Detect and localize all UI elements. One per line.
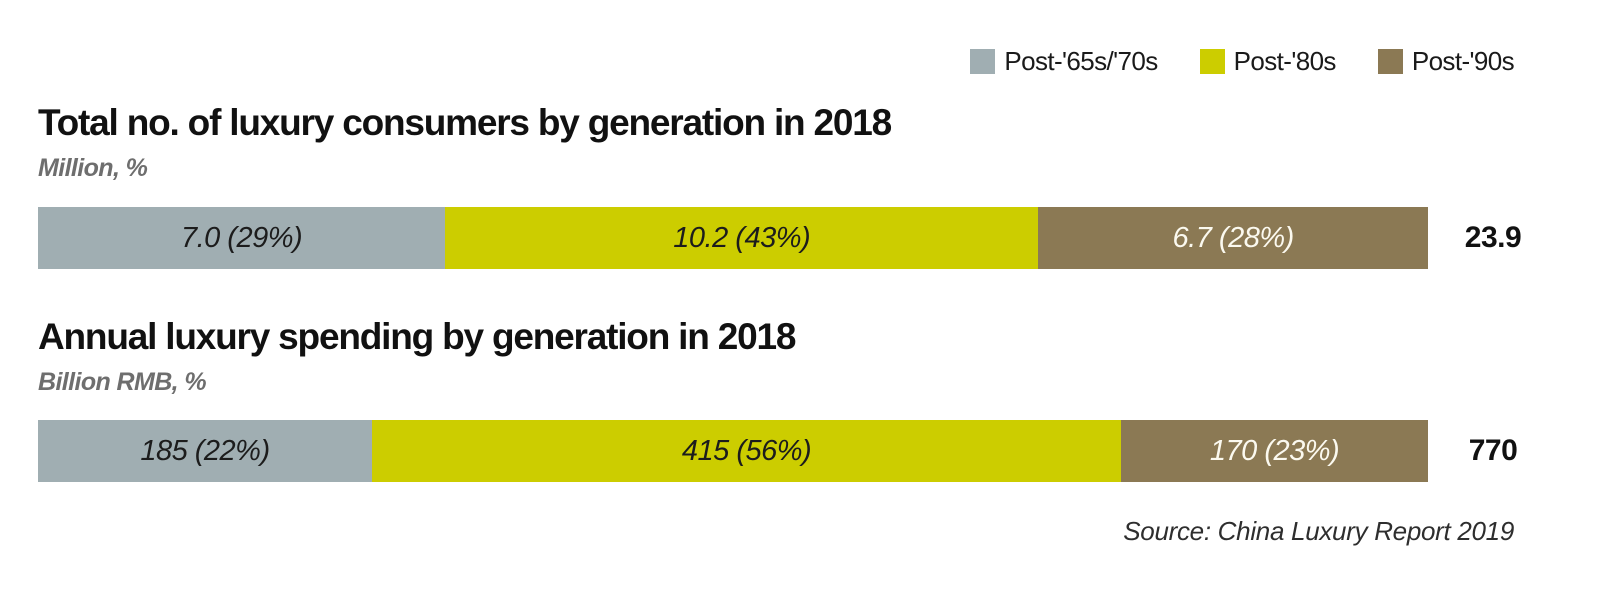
chart-title-spending: Annual luxury spending by generation in … xyxy=(38,316,796,357)
bar-segment-post-90s: 6.7 (28%) xyxy=(1038,207,1428,269)
legend: Post-'65s/'70s Post-'80s Post-'90s xyxy=(970,46,1515,77)
bar-segment-post-80s: 10.2 (43%) xyxy=(445,207,1039,269)
legend-label-post-80s: Post-'80s xyxy=(1233,46,1337,76)
bar-segment-post-65s-70s: 7.0 (29%) xyxy=(38,207,446,269)
bar-segment-post-80s: 415 (56%) xyxy=(371,420,1122,482)
legend-swatch-post-65s-70s-icon xyxy=(970,49,996,74)
source-note: Source: China Luxury Report 2019 xyxy=(1123,516,1514,546)
chart-unit-label-consumers: Million, % xyxy=(38,154,148,182)
bar-segment-post-90s: 170 (23%) xyxy=(1121,420,1429,482)
bar-total-spending: 770 xyxy=(1468,434,1518,467)
legend-swatch-post-80s-icon xyxy=(1199,49,1225,74)
bar-row-consumers: 7.0 (29%) 10.2 (43%) 6.7 (28%) 23.9 xyxy=(38,207,1558,269)
stacked-bar-consumers: 7.0 (29%) 10.2 (43%) 6.7 (28%) xyxy=(38,207,1428,269)
stacked-bar-spending: 185 (22%) 415 (56%) 170 (23%) xyxy=(38,420,1429,482)
bar-segment-post-65s-70s: 185 (22%) xyxy=(38,420,372,482)
legend-item-post-90s: Post-'90s xyxy=(1377,46,1515,77)
legend-label-post-65s-70s: Post-'65s/'70s xyxy=(1004,46,1158,76)
legend-item-post-65s-70s: Post-'65s/'70s xyxy=(970,46,1158,77)
bar-row-spending: 185 (22%) 415 (56%) 170 (23%) 770 xyxy=(38,420,1558,482)
legend-swatch-post-90s-icon xyxy=(1377,49,1403,74)
chart-title-consumers: Total no. of luxury consumers by generat… xyxy=(38,102,892,143)
legend-item-post-80s: Post-'80s xyxy=(1199,46,1337,77)
chart-unit-label-spending: Billion RMB, % xyxy=(38,368,207,396)
legend-label-post-90s: Post-'90s xyxy=(1411,46,1515,76)
bar-total-consumers: 23.9 xyxy=(1464,221,1522,254)
